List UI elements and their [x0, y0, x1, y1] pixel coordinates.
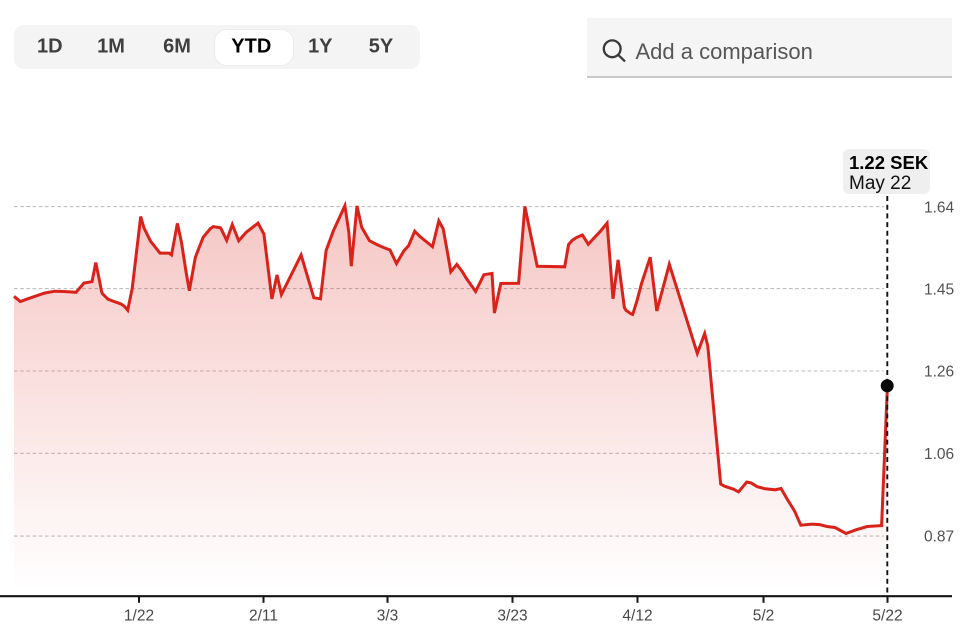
svg-text:2/11: 2/11 [249, 607, 278, 624]
svg-text:3/23: 3/23 [497, 607, 527, 624]
svg-text:1.64: 1.64 [924, 199, 955, 216]
svg-text:0.87: 0.87 [924, 529, 954, 546]
svg-text:3/3: 3/3 [377, 607, 399, 624]
svg-text:4/12: 4/12 [622, 607, 652, 624]
svg-text:1.06: 1.06 [924, 446, 954, 463]
svg-text:5/2: 5/2 [753, 607, 775, 624]
svg-text:1.45: 1.45 [924, 281, 954, 298]
svg-text:1.26: 1.26 [924, 364, 954, 381]
svg-text:1/22: 1/22 [124, 607, 154, 624]
svg-text:5/22: 5/22 [872, 607, 902, 624]
